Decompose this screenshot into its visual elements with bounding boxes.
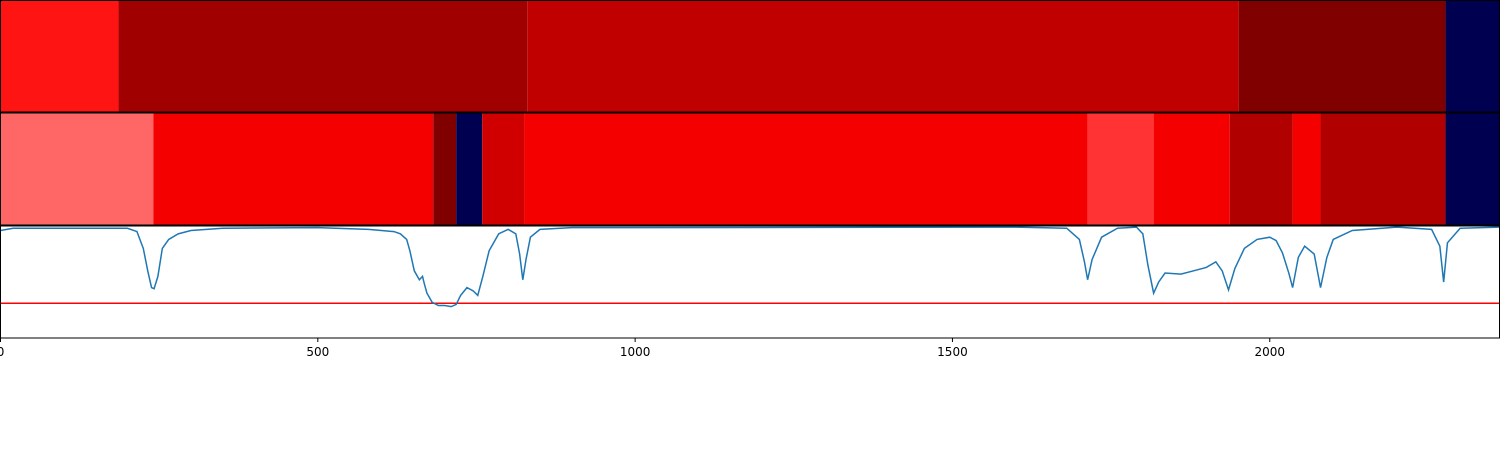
segment [482,113,525,225]
line [0,226,1500,308]
segment [433,113,457,225]
segment [1153,113,1230,225]
segment [524,113,1088,225]
x-tick-label: 2000 [1254,345,1285,359]
segment [153,113,434,225]
segment [118,0,528,112]
segment [1292,113,1321,225]
x-tick-label: 1000 [620,345,651,359]
segment [0,113,154,225]
x-tick-label: 0 [0,345,4,359]
segment [1445,113,1500,225]
segment [1087,113,1154,225]
segment [1445,0,1500,112]
panel-frame [0,225,1500,339]
segment [1320,113,1446,225]
segment [527,0,1239,112]
x-tick-label: 1500 [937,345,968,359]
segment [456,113,483,225]
segment [1238,0,1446,112]
segment [1229,113,1293,225]
x-tick-label: 500 [306,345,329,359]
segment [0,0,119,112]
